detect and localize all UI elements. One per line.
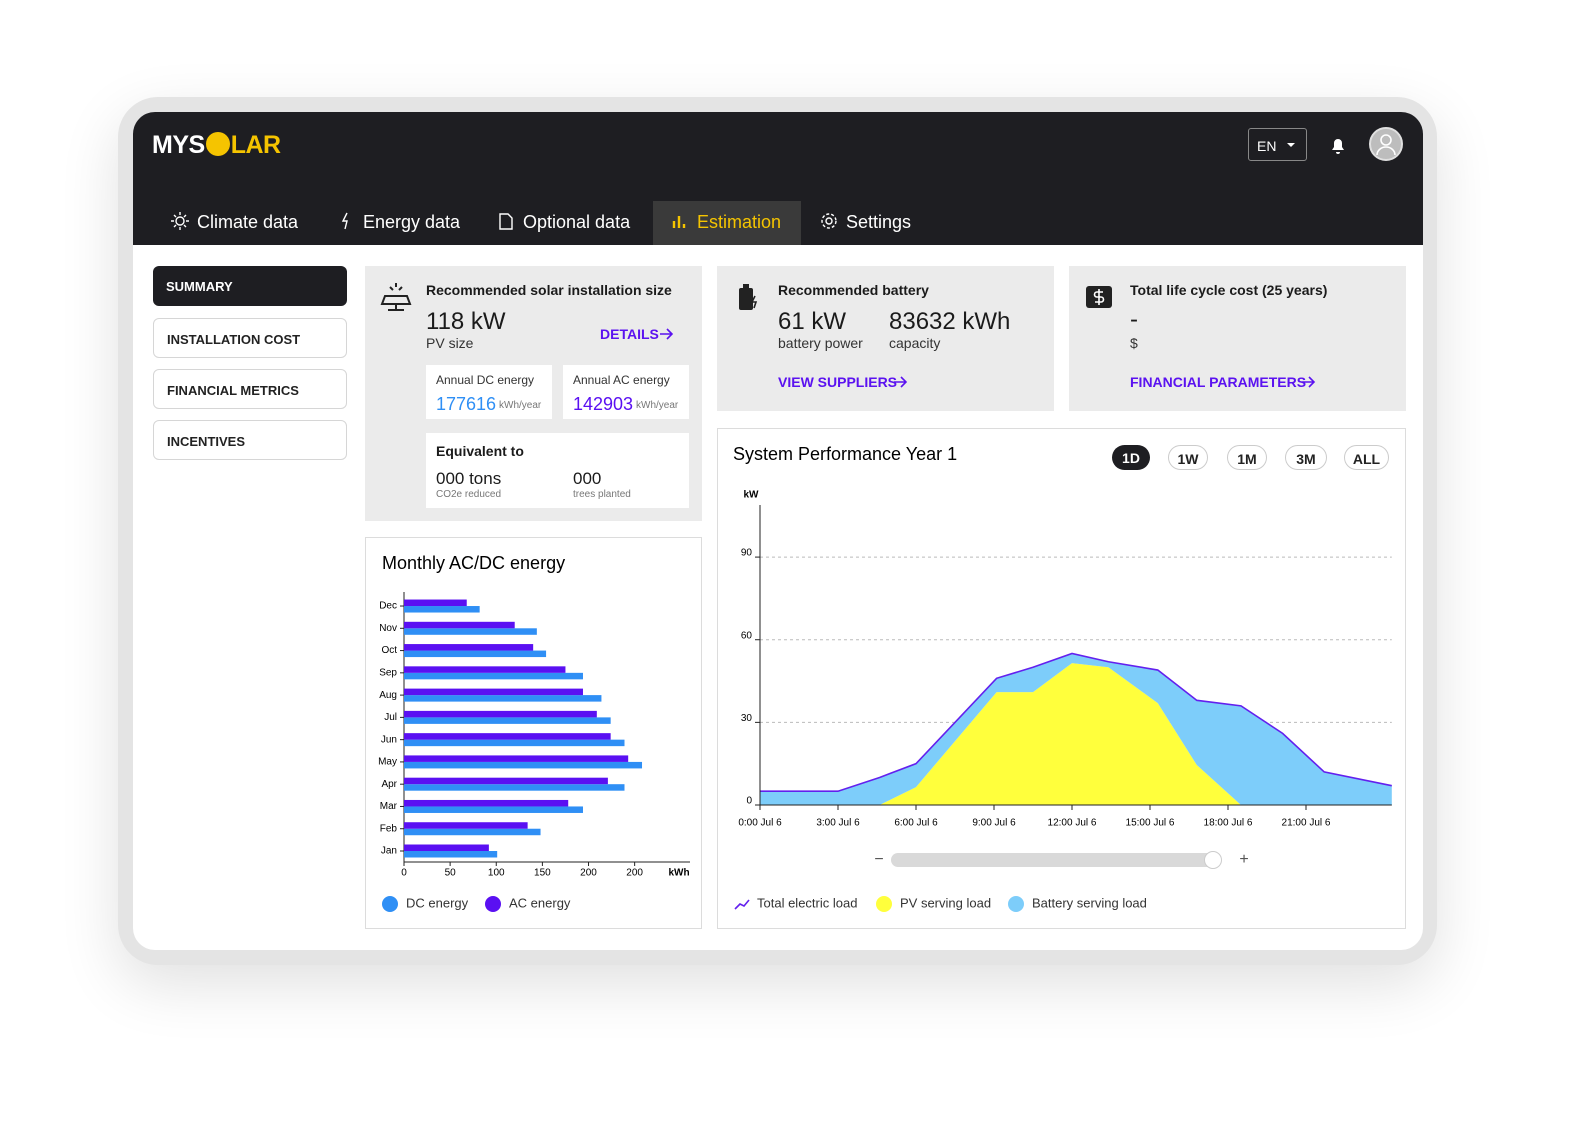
- solar-value: 118 kW: [426, 308, 506, 335]
- cost-title: Total life cycle cost (25 years): [1130, 282, 1328, 298]
- avatar[interactable]: [1369, 127, 1403, 161]
- ac-unit: kWh/year: [636, 400, 679, 411]
- ac-card: [563, 365, 689, 419]
- tab[interactable]: Energy data: [363, 212, 461, 232]
- trees-label: trees planted: [573, 489, 631, 500]
- dc-value: 177616: [436, 394, 497, 414]
- tab[interactable]: Estimation: [697, 212, 782, 232]
- tab[interactable]: Climate data: [197, 212, 299, 232]
- language: EN: [1257, 138, 1277, 154]
- battery-power-label: battery power: [778, 335, 863, 351]
- solar-label: PV size: [426, 335, 474, 351]
- co2-value: 000 tons: [436, 469, 502, 488]
- battery-card: [717, 266, 1054, 411]
- sidebar-item[interactable]: FINANCIAL METRICS: [153, 369, 347, 409]
- equivalent-card: [426, 433, 689, 508]
- details-link[interactable]: DETAILS: [600, 326, 659, 342]
- tab[interactable]: Optional data: [523, 212, 631, 232]
- logo: MYS LAR: [152, 132, 281, 158]
- battery-capacity-label: capacity: [889, 335, 941, 351]
- trees-value: 000: [573, 469, 602, 488]
- logo-left: MYS: [152, 131, 205, 159]
- sidebar-item[interactable]: SUMMARY: [153, 266, 347, 306]
- range-button[interactable]: 3M: [1285, 445, 1327, 470]
- dc-card: [426, 365, 552, 419]
- tab[interactable]: Settings: [846, 212, 912, 232]
- cost-unit: $: [1130, 335, 1138, 351]
- slider-knob[interactable]: [1204, 851, 1222, 869]
- sidebar-item[interactable]: INSTALLATION COST: [153, 318, 347, 358]
- dc-unit: kWh/year: [499, 400, 542, 411]
- equivalent-title: Equivalent to: [436, 443, 524, 459]
- battery-power: 61 kW: [778, 308, 847, 335]
- financial-link[interactable]: FINANCIAL PARAMETERS: [1130, 374, 1307, 390]
- battery-capacity: 83632 kWh: [889, 308, 1011, 335]
- ac-value: 142903: [573, 394, 634, 414]
- language-select[interactable]: EN: [1248, 128, 1307, 161]
- range-button[interactable]: 1M: [1227, 445, 1267, 470]
- ac-label: Annual AC energy: [573, 373, 670, 387]
- sidebar-item[interactable]: INCENTIVES: [153, 420, 347, 460]
- solar-title: Recommended solar installation size: [426, 282, 672, 298]
- range-button[interactable]: 1D: [1112, 445, 1150, 470]
- cost-value: -: [1130, 306, 1138, 333]
- logo-right: LAR: [230, 131, 281, 159]
- range-button[interactable]: 1W: [1168, 445, 1208, 470]
- suppliers-link[interactable]: VIEW SUPPLIERS: [778, 374, 898, 390]
- co2-label: CO2e reduced: [436, 489, 502, 500]
- battery-title: Recommended battery: [778, 282, 929, 298]
- slider-track[interactable]: [891, 853, 1221, 867]
- range-button[interactable]: ALL: [1344, 445, 1389, 470]
- cost-card: [1069, 266, 1406, 411]
- dc-label: Annual DC energy: [436, 373, 535, 387]
- logo-bolt: [205, 132, 230, 156]
- monthly-panel: [365, 537, 702, 929]
